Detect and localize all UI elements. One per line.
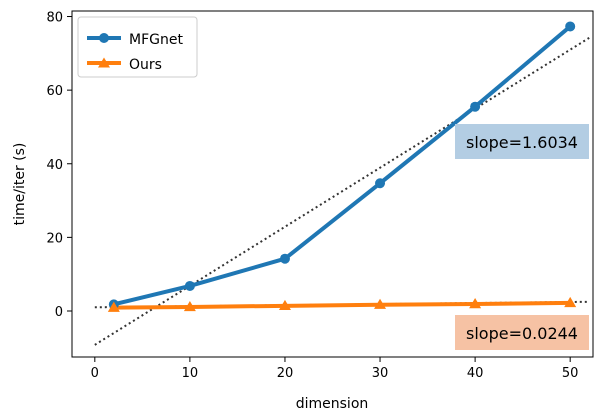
x-axis-label: dimension (296, 396, 369, 412)
trend-line-mfgnet (94, 37, 590, 346)
data-point-mfgnet (279, 253, 290, 264)
y-tick-label: 40 (46, 158, 63, 173)
y-tick-label: 0 (55, 305, 63, 320)
x-tick-label: 40 (467, 366, 484, 381)
x-tick-label: 10 (182, 366, 199, 381)
y-tick-label: 80 (46, 11, 63, 26)
y-tick-label: 20 (46, 231, 63, 246)
annotation-box (455, 315, 589, 350)
legend-label-mfgnet: MFGnet (129, 32, 183, 48)
legend-label-ours: Ours (129, 57, 162, 73)
x-tick-label: 0 (91, 366, 99, 381)
series-line-ours (111, 300, 573, 310)
data-point-ours (564, 296, 577, 308)
legend: MFGnet Ours (77, 16, 198, 78)
y-tick-label: 60 (46, 84, 63, 99)
data-point-ours (107, 301, 120, 312)
series-line-mfgnet (111, 24, 573, 307)
y-axis-ticks: 0 20 40 60 80 (46, 11, 72, 320)
x-tick-label: 30 (372, 366, 389, 381)
slope-annotation-mfgnet: slope=1.6034 (455, 124, 589, 159)
data-point-ours (183, 300, 196, 312)
series-markers (107, 21, 577, 312)
legend-marker-ours (98, 57, 110, 68)
slope-annotation-ours: slope=0.0244 (455, 315, 589, 350)
legend-entry-ours: Ours (87, 57, 162, 73)
plot-frame (71, 10, 594, 358)
data-point-ours (278, 299, 291, 311)
data-point-mfgnet (470, 101, 481, 112)
data-point-mfgnet (565, 21, 576, 32)
data-point-ours (374, 298, 387, 309)
series-lines (111, 24, 573, 310)
legend-entry-mfgnet: MFGnet (87, 32, 183, 48)
y-axis-label: time/iter (s) (12, 143, 28, 226)
x-tick-label: 50 (562, 366, 579, 381)
legend-marker-mfgnet (99, 33, 109, 43)
annotation-text: slope=1.6034 (466, 133, 578, 152)
data-point-mfgnet (375, 178, 386, 189)
data-point-mfgnet (184, 280, 195, 291)
trend-lines (94, 37, 590, 346)
x-tick-label: 20 (277, 366, 294, 381)
x-axis-ticks: 0 10 20 30 40 50 (91, 357, 579, 381)
data-point-ours (469, 297, 482, 309)
annotation-box (455, 124, 589, 159)
annotation-text: slope=0.0244 (466, 324, 578, 343)
